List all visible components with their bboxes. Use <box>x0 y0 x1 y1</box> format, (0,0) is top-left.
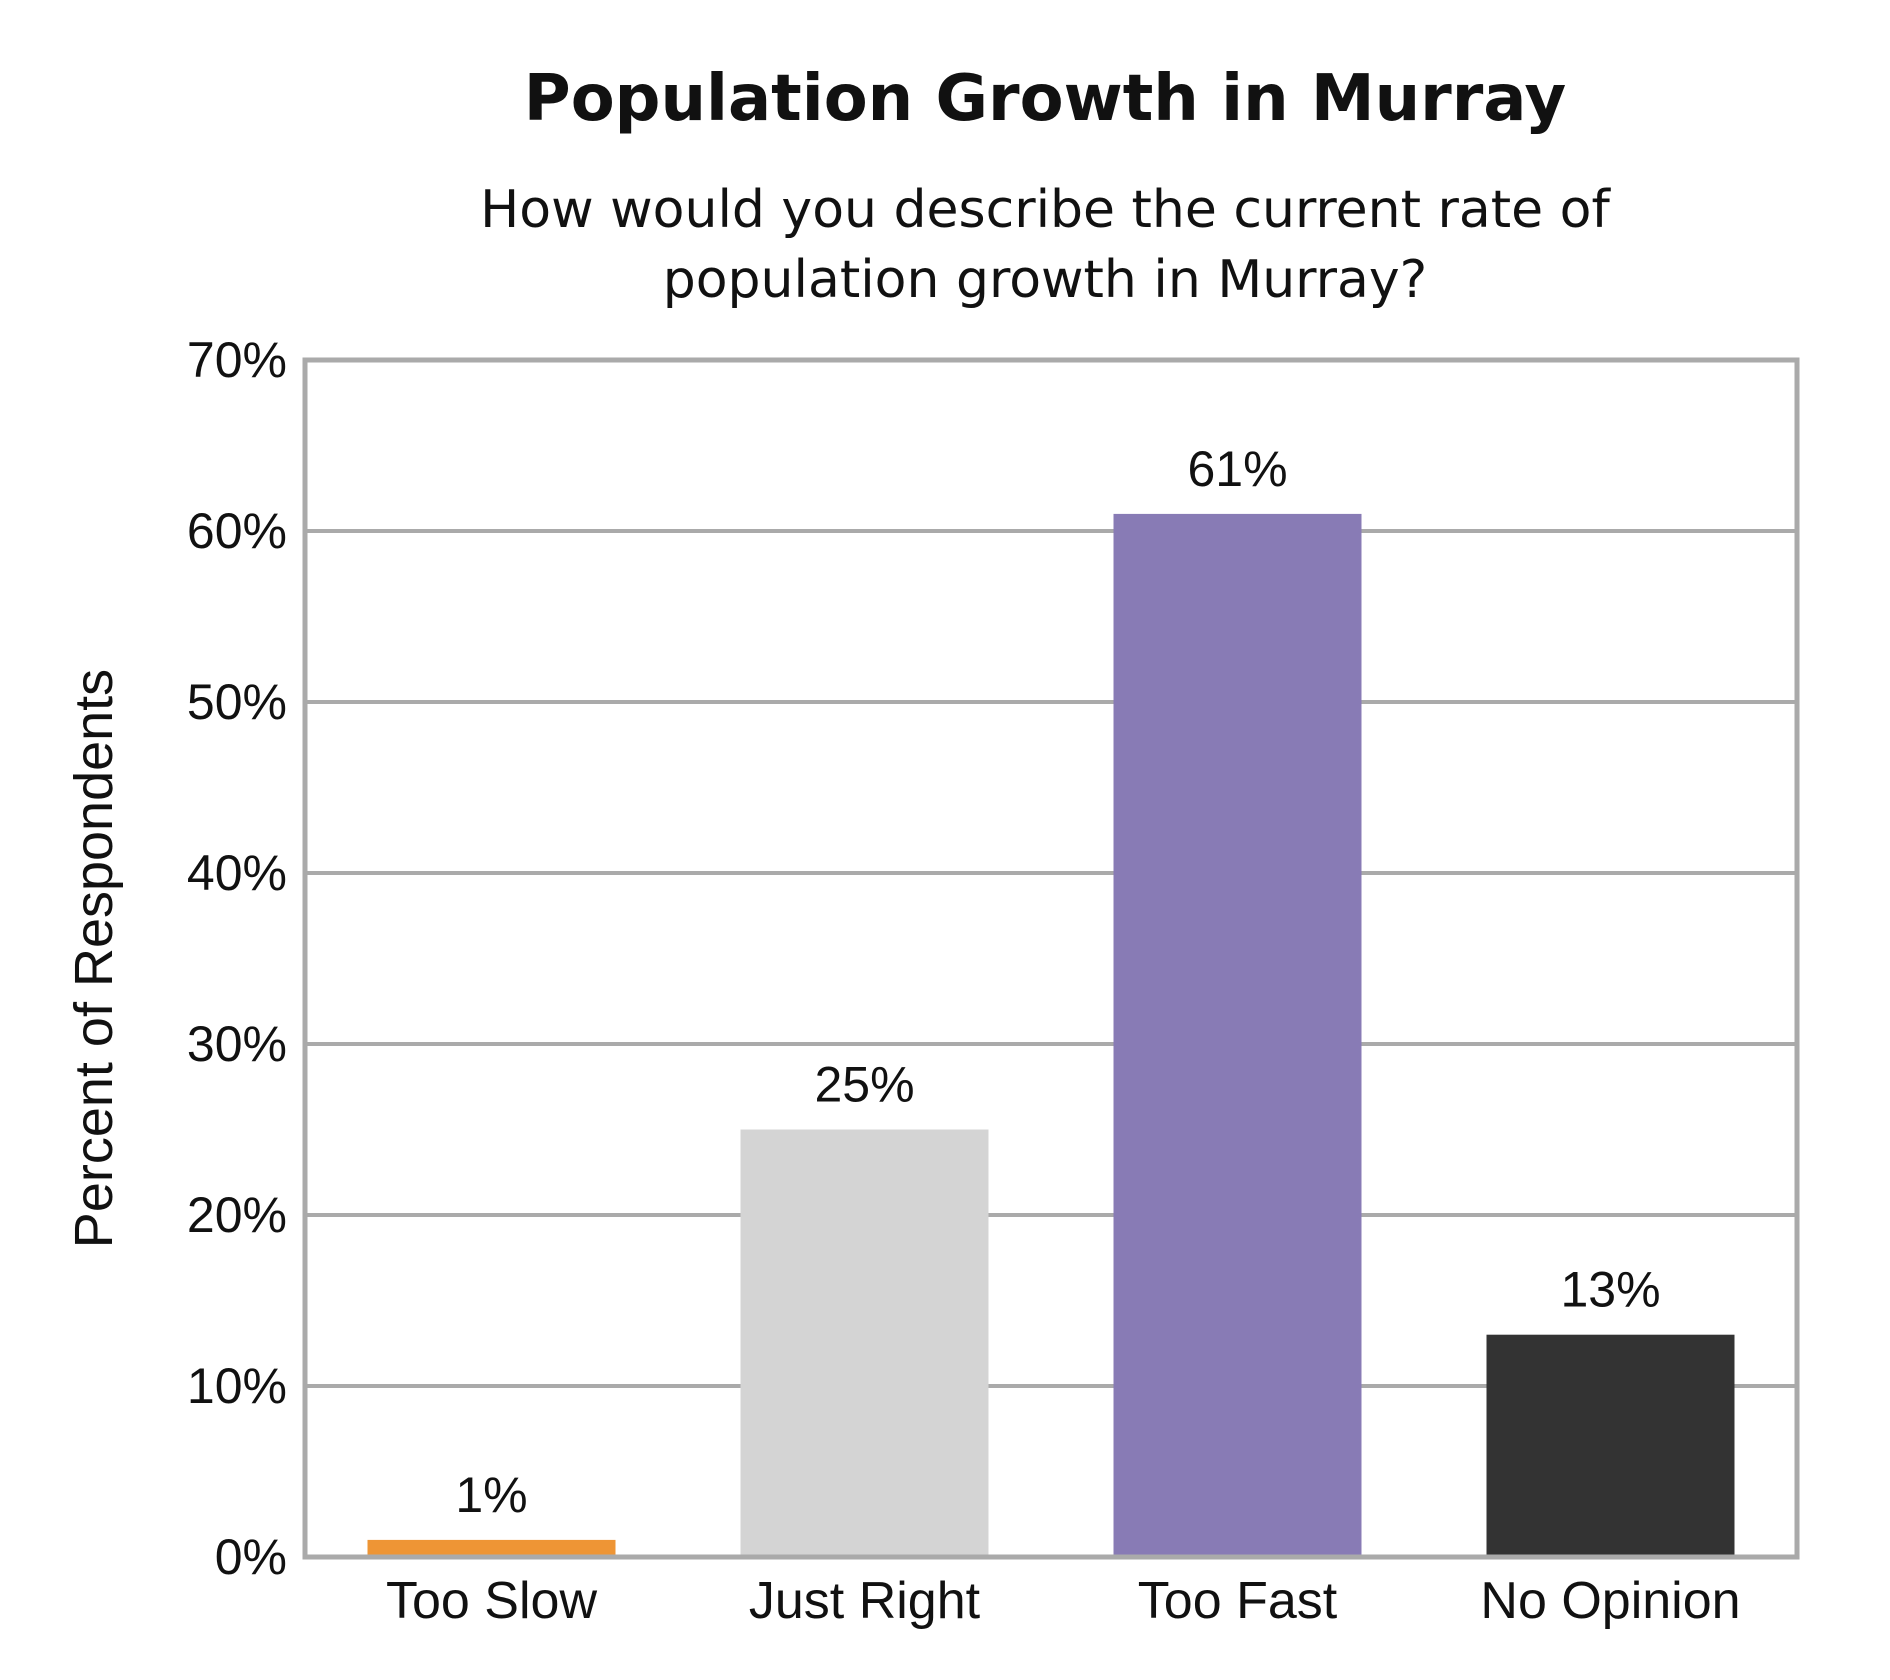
data-label: 61% <box>1187 441 1287 497</box>
data-label: 25% <box>814 1057 914 1113</box>
bar <box>1486 1334 1735 1557</box>
x-tick-label: Too Slow <box>386 1572 597 1630</box>
y-tick-label: 30% <box>187 1016 287 1072</box>
y-axis-title: Percent of Respondents <box>64 669 124 1248</box>
y-tick-label: 20% <box>187 1187 287 1243</box>
chart-subtitle: How would you describe the current rate … <box>0 175 1890 315</box>
y-tick-label: 50% <box>187 674 287 730</box>
y-tick-label: 10% <box>187 1358 287 1414</box>
y-tick-label: 0% <box>215 1529 287 1585</box>
y-tick-label: 40% <box>187 845 287 901</box>
x-tick-label: Too Fast <box>1138 1572 1338 1630</box>
x-tick-label: Just Right <box>749 1572 981 1630</box>
bar <box>1113 513 1362 1557</box>
bar <box>367 1539 616 1557</box>
y-tick-label: 70% <box>187 332 287 388</box>
y-tick-label: 60% <box>187 503 287 559</box>
chart-title: Population Growth in Murray <box>523 62 1567 136</box>
data-label: 13% <box>1560 1262 1660 1318</box>
chart-subtitle-line-2: population growth in Murray? <box>662 250 1428 310</box>
data-label: 1% <box>455 1467 527 1523</box>
x-tick-label: No Opinion <box>1480 1572 1740 1630</box>
chart-subtitle-line-1: How would you describe the current rate … <box>480 180 1610 240</box>
bar <box>740 1129 989 1557</box>
